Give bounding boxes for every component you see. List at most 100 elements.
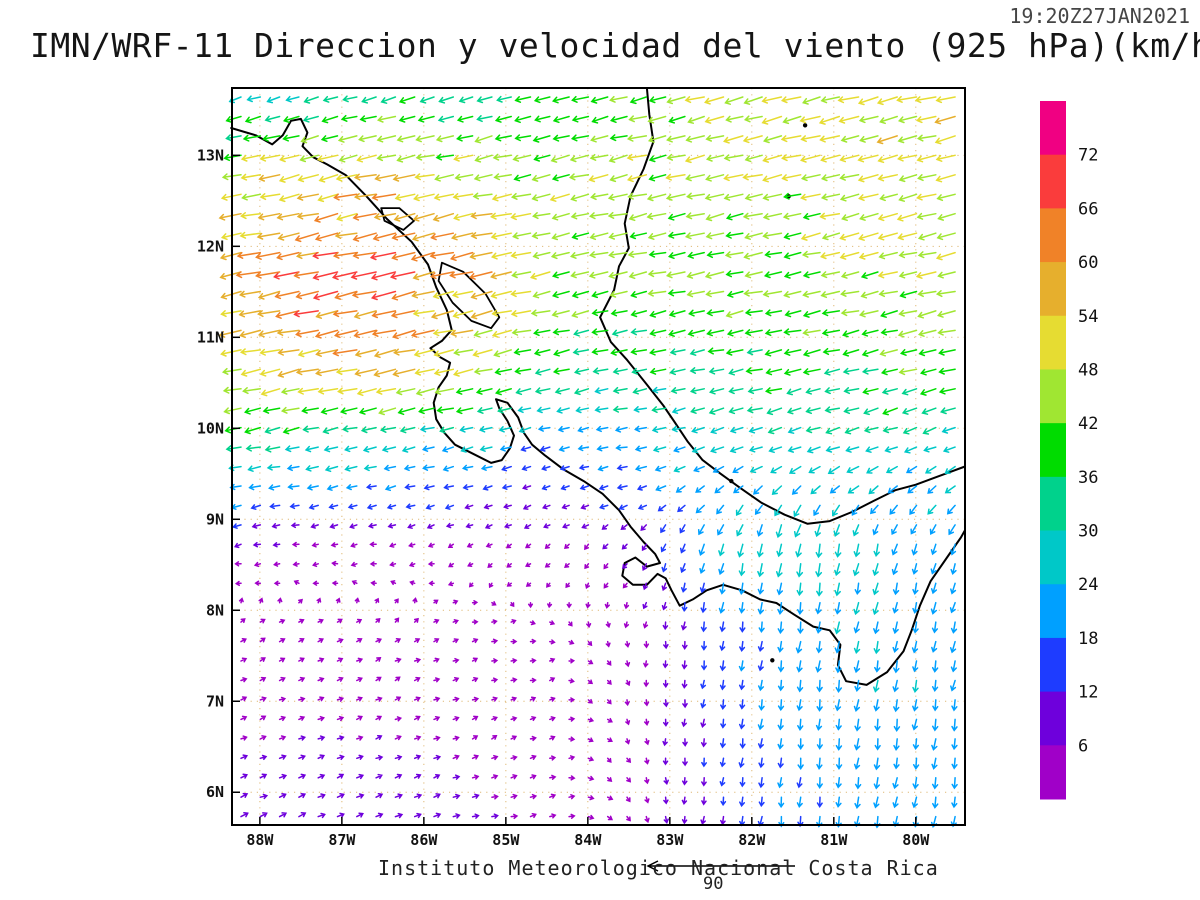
wind-arrow	[292, 561, 300, 567]
wind-arrow	[287, 483, 300, 490]
wind-arrow	[335, 597, 341, 604]
y-tick-label: 11N	[197, 328, 224, 346]
wind-arrow	[389, 542, 397, 548]
wind-arrow	[684, 96, 705, 104]
wind-arrow	[720, 699, 727, 711]
wind-arrow	[637, 504, 648, 510]
wind-arrow	[488, 582, 494, 589]
wind-arrow	[681, 601, 688, 613]
wind-arrow	[259, 657, 266, 662]
wind-arrow	[571, 310, 590, 318]
wind-arrow	[413, 793, 423, 799]
wind-arrow	[665, 173, 686, 181]
wind-arrow	[482, 484, 493, 491]
wind-arrow	[317, 387, 339, 395]
wind-arrow	[344, 445, 358, 453]
wind-arrow	[379, 425, 397, 433]
wind-arrow	[874, 738, 881, 751]
wind-arrow	[247, 465, 262, 472]
wind-arrow	[725, 212, 744, 221]
wind-arrow	[510, 696, 518, 702]
wind-arrow	[743, 96, 763, 105]
wind-arrow	[375, 638, 382, 644]
wind-arrow	[877, 212, 898, 222]
wind-arrow	[498, 426, 512, 433]
wind-arrow	[344, 465, 358, 472]
wind-arrow	[425, 504, 435, 510]
wind-arrow	[277, 597, 283, 604]
wind-arrow	[723, 135, 744, 144]
wind-arrow	[510, 658, 518, 664]
wind-arrow	[916, 115, 937, 124]
wind-arrow	[491, 677, 499, 683]
wind-arrow	[370, 271, 397, 281]
reference-vector	[646, 860, 795, 872]
wind-arrow	[701, 777, 707, 787]
wind-arrow	[716, 524, 725, 536]
wind-arrow	[719, 757, 726, 768]
wind-arrow	[529, 658, 537, 664]
wind-arrow	[897, 154, 918, 162]
wind-arrow	[375, 734, 383, 740]
wind-arrow	[797, 621, 804, 635]
wind-arrow	[334, 231, 358, 239]
wind-arrow	[568, 678, 575, 684]
wind-arrow	[719, 738, 726, 749]
wind-arrow	[911, 640, 919, 654]
wind-arrow	[834, 601, 842, 615]
wind-arrow	[504, 523, 512, 529]
wind-arrow	[796, 699, 803, 712]
wind-arrow	[551, 96, 570, 104]
wind-arrow	[514, 96, 532, 103]
wind-arrow	[588, 271, 609, 279]
wind-arrow	[681, 660, 688, 670]
wind-arrow	[719, 679, 726, 691]
wind-arrow	[493, 173, 512, 181]
wind-arrow	[298, 618, 305, 624]
wind-arrow	[264, 426, 281, 435]
wind-arrow	[796, 601, 804, 616]
wind-arrow	[838, 115, 860, 124]
wind-arrow	[588, 174, 609, 183]
colorbar-label: 54	[1078, 307, 1098, 327]
wind-arrow	[240, 754, 249, 760]
wind-arrow	[796, 660, 803, 673]
wind-arrow	[272, 542, 281, 548]
wind-arrow	[250, 504, 262, 510]
wind-arrow	[491, 794, 499, 800]
wind-arrow	[950, 679, 957, 692]
wind-arrow	[873, 796, 880, 809]
wind-arrow	[349, 523, 358, 529]
wind-arrow	[340, 114, 358, 122]
wind-arrow	[657, 504, 667, 512]
wind-arrow	[662, 621, 669, 631]
wind-arrow	[893, 660, 900, 674]
wind-arrow	[401, 446, 416, 453]
wind-arrow	[569, 251, 590, 259]
x-tick-label: 86W	[410, 831, 438, 849]
y-tick-label: 12N	[197, 237, 224, 255]
wind-arrow	[483, 503, 493, 510]
wind-arrow	[700, 815, 706, 826]
wind-arrow	[490, 232, 512, 240]
wind-arrow	[551, 271, 570, 279]
wind-arrow	[634, 425, 648, 433]
wind-arrow	[494, 368, 512, 376]
wind-arrow	[802, 368, 821, 376]
wind-arrow	[810, 485, 821, 495]
wind-arrow	[797, 718, 804, 731]
wind-arrow	[367, 522, 377, 529]
wind-arrow	[317, 812, 326, 819]
wind-arrow	[399, 426, 416, 434]
wind-arrow	[471, 638, 479, 644]
wind-arrow	[630, 348, 648, 356]
wind-arrow	[351, 290, 377, 299]
wind-arrow	[651, 386, 667, 394]
wind-arrow	[238, 597, 244, 604]
wind-arrow	[393, 348, 416, 356]
wind-arrow	[764, 329, 783, 337]
wind-arrow	[912, 699, 919, 712]
wind-arrow	[395, 388, 416, 396]
wind-arrow	[552, 328, 570, 336]
wind-arrow	[604, 601, 610, 609]
